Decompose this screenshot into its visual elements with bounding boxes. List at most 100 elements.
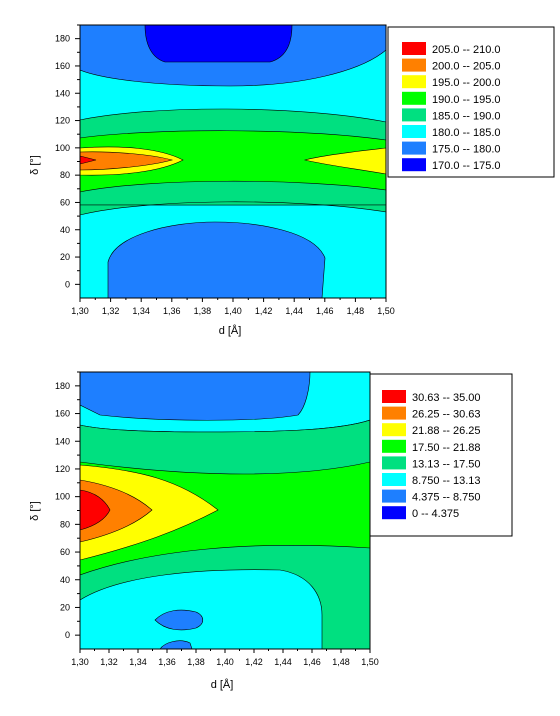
y-tick-label: 180 [55,34,70,44]
legend-swatch [382,489,406,503]
legend-items-top: 205.0 -- 210.0 200.0 -- 205.0 195.0 -- 200… [402,42,501,172]
legend-label: 200.0 -- 205.0 [432,61,501,73]
legend-label: 0 -- 4.375 [412,508,459,520]
y-tick-label: 80 [60,170,70,180]
x-tick-label: 1,30 [71,306,89,316]
x-tick-label: 1,36 [163,306,181,316]
band-175-180-bottom [107,221,326,298]
legend-swatch [402,75,426,89]
legend-swatch [402,125,426,138]
band-13.13-17.50-upper [80,419,370,475]
legend-label: 195.0 -- 200.0 [432,77,501,89]
y-tick-label: 40 [60,575,70,585]
legend-label: 185.0 -- 190.0 [432,110,501,122]
band-170-175-top [144,25,293,63]
legend-swatch [402,158,426,172]
legend-label: 21.88 -- 26.25 [412,425,481,437]
band-30.63-35.00 [80,489,111,531]
band-4.375-8.750-top [80,372,311,421]
x-tick-label: 1,48 [347,306,365,316]
x-tick-label: 1,42 [245,657,263,667]
legend-swatch [402,141,426,155]
legend-label: 170.0 -- 175.0 [432,160,501,172]
x-tick-label: 1,48 [332,657,350,667]
chart-top: 1,30 1,32 1,34 1,36 1,38 1,40 1,42 1,44 1,46 1,48… [29,24,555,337]
legend-swatch [402,42,426,55]
x-tick-label: 1,46 [303,657,321,667]
x-tick-label: 1,32 [102,306,120,316]
legend-top: 205.0 -- 210.0 200.0 -- 205.0 195.0 -- 200… [387,26,555,178]
legend-swatch [382,439,406,453]
chart-bottom: 1,30 1,32 1,34 1,36 1,38 1,40 1,42 1,44 1,46 1,48… [29,371,513,691]
legend-swatch [382,456,406,470]
legend-swatch [402,108,426,122]
band-190-195 [80,130,386,193]
y-tick-label: 0 [65,279,70,289]
y-tick-label: 20 [60,252,70,262]
x-tick-label: 1,38 [194,306,212,316]
legend-swatch [382,390,406,403]
legend-label: 26.25 -- 30.63 [412,409,481,421]
legend-label: 8.750 -- 13.13 [412,475,481,487]
legend-swatch [382,506,406,520]
x-tick-label: 1,50 [361,657,379,667]
legend-swatch [382,406,406,420]
y-tick-label: 20 [60,602,70,612]
legend-label: 190.0 -- 195.0 [432,94,501,106]
x-tick-label: 1,42 [255,306,273,316]
band-4.375-8.750-bottom [159,640,193,649]
band-185-190-lower [80,201,386,216]
x-tick-label: 1,46 [316,306,334,316]
y-tick-label: 60 [60,547,70,557]
y-tick-label: 180 [55,381,70,391]
x-tick-label: 1,34 [129,657,147,667]
y-tick-label: 160 [55,61,70,71]
band-26.25-30.63 [80,479,153,543]
legend-bottom: 30.63 -- 35.00 26.25 -- 30.63 21.88 -- 26.… [369,373,513,537]
x-tick-label: 1,44 [285,306,303,316]
plot-area-bottom [80,372,370,649]
legend-swatch [382,473,406,486]
y-tick-label: 120 [55,464,70,474]
x-tick-label: 1,30 [71,657,89,667]
x-tick-label: 1,38 [187,657,205,667]
legend-swatch [382,423,406,437]
legend-items-bottom: 30.63 -- 35.00 26.25 -- 30.63 21.88 -- 26.… [382,390,481,520]
legend-label: 180.0 -- 185.0 [432,127,501,139]
y-tick-label: 140 [55,436,70,446]
legend-label: 4.375 -- 8.750 [412,492,481,504]
x-tick-label: 1,40 [224,306,242,316]
y-tick-label: 80 [60,519,70,529]
y-ticks-bottom: 0 20 40 60 80 100 120 140 160 180 [55,371,80,640]
y-tick-label: 40 [60,225,70,235]
band-8.750-13.13-bottom [80,569,323,649]
plot-area-top [80,25,386,298]
x-tick-label: 1,40 [216,657,234,667]
legend-swatch [402,91,426,105]
x-tick-label: 1,34 [132,306,150,316]
legend-label: 13.13 -- 17.50 [412,458,481,470]
x-tick-label: 1,32 [100,657,118,667]
y-tick-label: 100 [55,492,70,502]
x-tick-label: 1,36 [158,657,176,667]
band-195-200-right [303,147,386,175]
band-205-210 [80,155,97,165]
y-tick-label: 140 [55,88,70,98]
band-200-205 [80,151,174,171]
legend-label: 30.63 -- 35.00 [412,392,481,404]
y-tick-label: 120 [55,116,70,126]
y-ticks-top: 0 20 40 60 80 100 120 140 160 180 [55,24,80,289]
band-4.375-8.750-small [154,609,204,631]
x-axis-label-bottom: d [Å] [211,678,234,691]
legend-label: 205.0 -- 210.0 [432,44,501,56]
x-ticks-top: 1,30 1,32 1,34 1,36 1,38 1,40 1,42 1,44 1,46 1,48… [71,298,395,316]
y-tick-label: 0 [65,630,70,640]
legend-label: 175.0 -- 180.0 [432,144,501,156]
y-tick-label: 160 [55,409,70,419]
legend-swatch [402,58,426,72]
x-tick-label: 1,44 [274,657,292,667]
x-tick-label: 1,50 [377,306,395,316]
x-axis-label-top: d [Å] [219,324,242,337]
y-axis-label-top: δ [°] [29,155,41,175]
